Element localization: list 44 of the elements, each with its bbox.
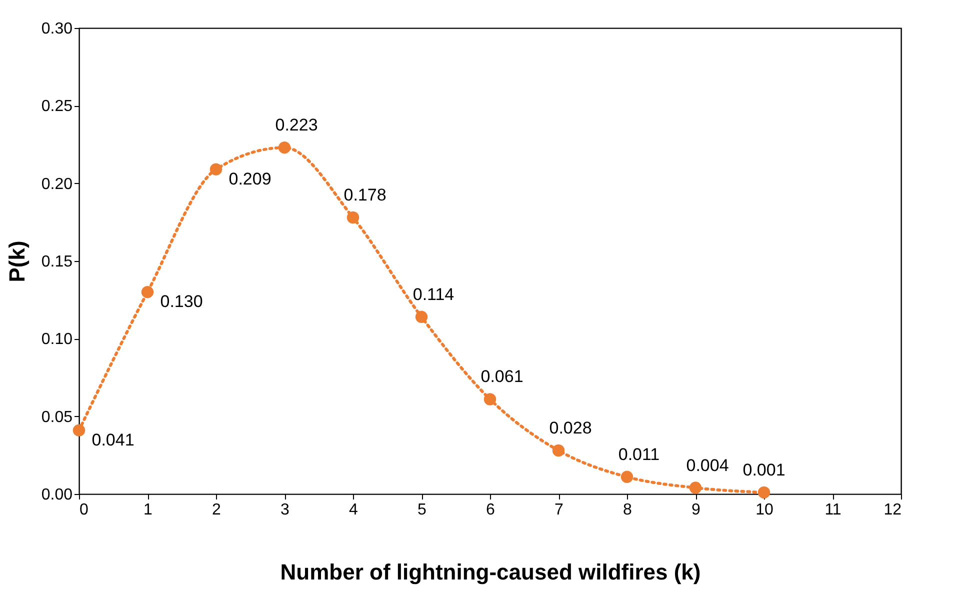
x-axis-title: Number of lightning-caused wildfires (k) <box>280 560 701 584</box>
point <box>484 393 496 406</box>
x-tick-label: 10 <box>756 502 774 518</box>
x-tick-label: 1 <box>144 502 153 518</box>
x-tick-label: 7 <box>554 502 564 518</box>
y-tick-label: 0.15 <box>41 254 73 270</box>
x-tick-label: 6 <box>486 502 496 518</box>
x-tick-label: 4 <box>349 502 358 518</box>
x-tick-label: 5 <box>418 502 427 518</box>
x-tick-label: 0 <box>80 502 88 518</box>
data-label: 0.061 <box>480 367 524 386</box>
data-label: 0.001 <box>742 460 786 480</box>
point <box>415 310 428 324</box>
data-label: 0.041 <box>92 430 134 450</box>
y-tick-label: 0.25 <box>41 98 73 116</box>
data-label: 0.178 <box>344 186 386 205</box>
data-label: 0.223 <box>275 116 318 135</box>
y-axis-title: P(k) <box>4 240 30 282</box>
data-label: 0.011 <box>618 444 660 464</box>
y-tick-label: 0.00 <box>41 486 73 504</box>
point <box>72 424 86 436</box>
data-label: 0.130 <box>160 292 203 312</box>
x-tick-label: 8 <box>623 502 632 518</box>
x-tick-label: 2 <box>212 502 222 518</box>
y-tick-label: 0.10 <box>41 331 73 348</box>
point <box>210 163 222 176</box>
x-tick-label: 3 <box>280 502 290 518</box>
point <box>620 470 634 484</box>
point <box>278 141 291 154</box>
data-label: 0.209 <box>228 169 272 188</box>
point <box>141 286 154 298</box>
x-tick-label: 9 <box>692 502 701 518</box>
point <box>689 482 702 494</box>
y-tick-label: 0.20 <box>41 176 73 193</box>
point <box>552 444 565 457</box>
data-label: 0.114 <box>412 284 454 304</box>
point <box>346 211 360 224</box>
x-tick-label: 11 <box>824 502 842 518</box>
data-label: 0.004 <box>686 456 729 475</box>
y-tick-label: 0.30 <box>41 20 73 38</box>
point <box>758 486 770 499</box>
y-tick-label: 0.05 <box>41 408 73 426</box>
x-tick-label: 12 <box>884 502 902 518</box>
data-label: 0.028 <box>549 418 592 438</box>
